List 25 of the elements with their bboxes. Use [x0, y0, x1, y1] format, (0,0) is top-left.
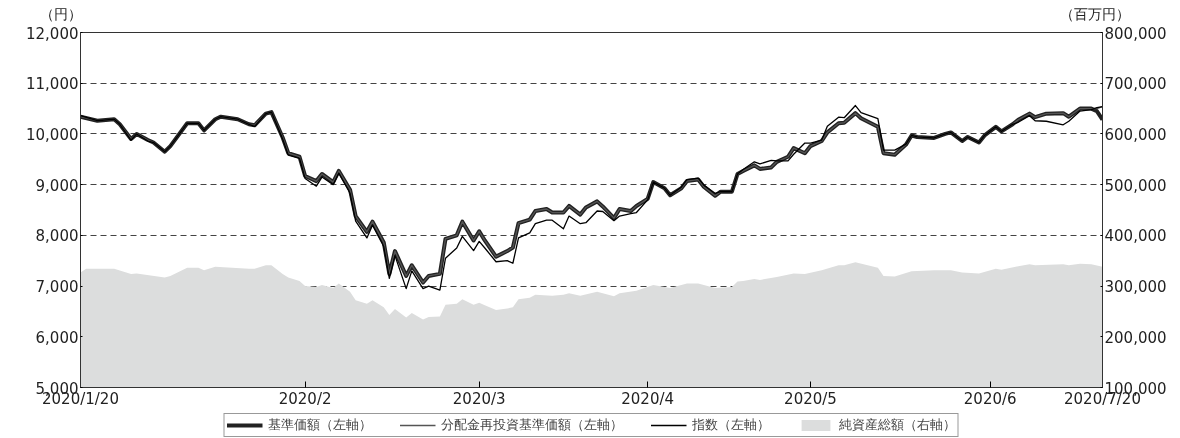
- x-tick-label: 2020/6: [963, 389, 1017, 408]
- legend-label: 指数（左軸）: [691, 416, 770, 434]
- y2-tick-label: 500,000: [1104, 176, 1167, 195]
- legend-label: 基準価額（左軸）: [267, 416, 372, 434]
- y2-axis-title: （百万円）: [1060, 5, 1130, 24]
- y-tick-label: 8,000: [35, 227, 79, 246]
- y2-tick-label: 300,000: [1104, 278, 1167, 297]
- y-tick-label: 10,000: [26, 125, 79, 144]
- y2-tick-label: 600,000: [1104, 125, 1167, 144]
- x-tick-label: 2020/2: [278, 389, 332, 408]
- y2-tick-label: 200,000: [1104, 328, 1167, 347]
- x-tick-label: 2020/3: [452, 389, 506, 408]
- y-tick-label: 11,000: [26, 75, 79, 94]
- y2-tick-label: 400,000: [1104, 227, 1167, 246]
- y-axis-title: （円）: [40, 5, 82, 24]
- legend-label: 純資産総額（右軸）: [838, 416, 956, 434]
- legend-label: 分配金再投資基準価額（左軸）: [440, 416, 623, 434]
- y-tick-label: 7,000: [35, 278, 79, 297]
- x-tick-label: 2020/4: [621, 389, 675, 408]
- y-tick-label: 12,000: [26, 24, 79, 43]
- y2-tick-label: 700,000: [1104, 75, 1167, 94]
- y-tick-label: 9,000: [35, 176, 79, 195]
- y-tick-label: 6,000: [35, 328, 79, 347]
- x-tick-label: 2020/5: [784, 389, 837, 408]
- y2-tick-label: 800,000: [1104, 24, 1167, 43]
